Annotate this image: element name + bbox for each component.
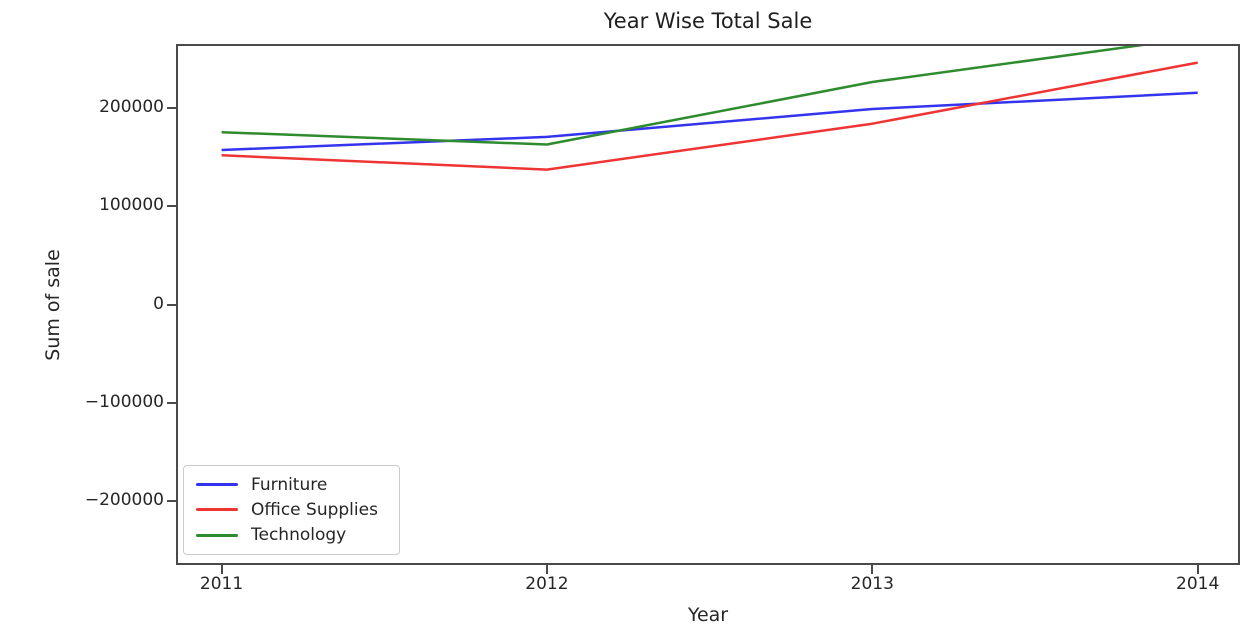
y-tick-label: 0 bbox=[153, 293, 164, 314]
series-line-office-supplies bbox=[221, 61, 1198, 171]
legend-label: Technology bbox=[251, 525, 347, 546]
y-tick-mark bbox=[167, 106, 176, 109]
legend-item-furniture: Furniture bbox=[196, 472, 387, 497]
series-line-technology bbox=[221, 44, 1159, 146]
y-tick-mark bbox=[167, 500, 176, 503]
x-tick-label: 2011 bbox=[199, 574, 244, 594]
y-tick-label: −200000 bbox=[84, 490, 164, 511]
x-tick-label: 2014 bbox=[1176, 574, 1220, 594]
legend-line-sample bbox=[196, 483, 238, 487]
x-tick-label: 2013 bbox=[850, 574, 894, 594]
y-tick-label: 200000 bbox=[99, 96, 164, 117]
x-axis-label: Year bbox=[687, 604, 729, 626]
series-line-furniture bbox=[221, 91, 1198, 152]
y-tick-mark bbox=[167, 205, 176, 208]
x-tick-mark bbox=[220, 565, 223, 574]
chart-title: Year Wise Total Sale bbox=[603, 9, 813, 33]
y-tick-label: −100000 bbox=[84, 391, 164, 412]
x-tick-mark bbox=[545, 565, 548, 574]
legend-label: Furniture bbox=[251, 474, 328, 495]
x-tick-label: 2012 bbox=[525, 574, 569, 594]
legend-item-technology: Technology bbox=[196, 523, 387, 548]
legend-item-office-supplies: Office Supplies bbox=[196, 497, 387, 522]
x-tick-mark bbox=[871, 565, 874, 574]
legend: Furniture Office Supplies Technology bbox=[183, 465, 400, 555]
y-tick-label: 100000 bbox=[99, 195, 164, 216]
plot-lines-canvas bbox=[221, 44, 1198, 171]
y-tick-mark bbox=[167, 303, 176, 306]
x-tick-mark bbox=[1196, 565, 1199, 574]
y-tick-mark bbox=[167, 401, 176, 404]
legend-line-sample bbox=[196, 533, 238, 537]
legend-label: Office Supplies bbox=[251, 499, 378, 520]
legend-line-sample bbox=[196, 508, 238, 512]
